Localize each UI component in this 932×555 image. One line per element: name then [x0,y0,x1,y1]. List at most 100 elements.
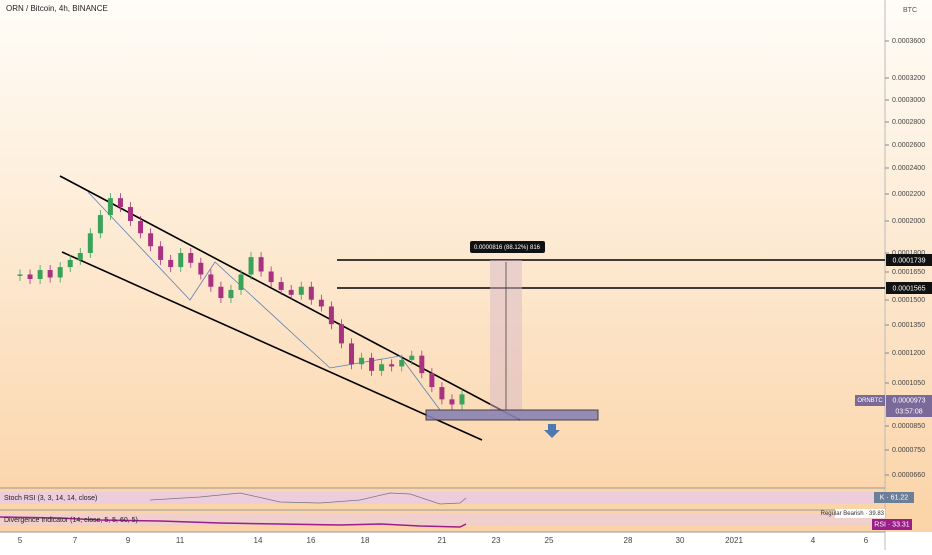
last-price: 0.0000973 [892,397,925,404]
candle [158,246,164,260]
stoch-title: Stoch RSI (3, 3, 14, 14, close) [4,495,97,502]
time-label: 2021 [725,536,743,545]
price-label: 0.0001800 [892,250,925,257]
time-label: 11 [176,536,185,545]
candle [449,399,455,405]
symbol-tag-label: ORNBTC [857,398,883,404]
rsi-value: RSI · 33.31 [874,521,910,528]
time-label: 30 [676,536,685,545]
candle [77,252,83,260]
price-label: 0.0003200 [892,75,925,82]
candle [459,394,465,405]
price-label: 0.0002400 [892,165,925,172]
price-label: 0.0000750 [892,447,925,454]
level-tag [886,282,932,294]
candle [298,286,304,295]
stoch-line [149,492,467,505]
support-box [425,409,599,421]
price-label: 0.0001500 [892,297,925,304]
time-label: 21 [438,536,447,545]
measure-label: 0.0000816 (88.12%) 816 [474,245,541,251]
stoch-tag [874,492,914,503]
time-label: 28 [624,536,633,545]
channel-upper [59,175,521,421]
time-label: 14 [254,536,263,545]
time-label: 4 [811,536,816,545]
price-label: 0.0002800 [892,119,925,126]
candle [419,355,425,374]
price-label: 0.0001200 [892,350,925,357]
time-label: 9 [126,536,131,545]
candle [439,387,445,400]
price-label: 0.0001050 [892,380,925,387]
candle [328,306,334,325]
candle [409,355,415,360]
time-label: 7 [73,536,78,545]
currency: BTC [903,7,917,14]
time-label: 25 [545,536,554,545]
candle [67,259,73,268]
candle [268,271,274,283]
time-axis-bg [0,532,932,550]
candle [37,270,43,280]
candle [208,274,214,287]
zigzag [87,191,441,411]
candle [97,215,103,234]
rsi-tag [872,519,912,530]
price-tag [886,395,932,417]
price-label: 0.0003600 [892,38,925,45]
symbol-tag [855,395,885,406]
divergence-title: Divergence Indicator (14, close, 5, 5, 6… [4,517,138,524]
level-label: 0.0001565 [892,285,925,292]
candle [218,286,224,299]
candle [148,233,154,247]
time-label: 16 [307,536,316,545]
channel-lower [61,251,483,441]
candle [318,299,324,307]
note-bg [835,509,885,518]
price-label: 0.0003000 [892,97,925,104]
time-label: 18 [361,536,370,545]
price-label: 0.0002600 [892,142,925,149]
time-label: 23 [492,536,501,545]
price-label: 0.0000850 [892,423,925,430]
divergence-note: Regular Bearish · 39.83 [821,511,885,517]
candle [47,270,53,278]
candle [248,257,254,275]
candle [429,373,435,388]
candle [57,267,63,278]
candle [308,286,314,300]
candle [359,357,365,365]
candle [238,274,244,290]
candle [17,274,23,276]
candle [338,324,344,344]
price-label: 0.0002000 [892,218,925,225]
candle [349,343,354,365]
candle [128,207,133,221]
countdown: 03:57:08 [895,408,922,415]
candle [228,289,234,299]
candle [168,259,174,268]
time-label: 5 [18,536,23,545]
level-label: 0.0001739 [892,257,925,264]
level-tag [886,254,932,266]
price-label: 0.0002200 [892,191,925,198]
down-arrow [544,424,560,438]
candle [188,252,194,263]
candle [138,221,144,234]
rsi-line [0,516,467,528]
candle [369,357,375,371]
candle [399,359,405,367]
candle [87,233,93,253]
price-label: 0.0000660 [892,472,925,479]
candle [258,257,264,272]
price-axis: 0.0003600 0.0003200 0.0003000 0.0002800 0.00… [885,38,925,479]
candle [288,289,294,295]
candles [17,193,465,410]
time-axis: 5 7 9 11 14 16 18 21 23 25 28 30 2021 4 6 [18,536,869,545]
candle [389,364,395,367]
stoch-value: K · 61.22 [880,494,909,501]
candle [278,282,284,290]
